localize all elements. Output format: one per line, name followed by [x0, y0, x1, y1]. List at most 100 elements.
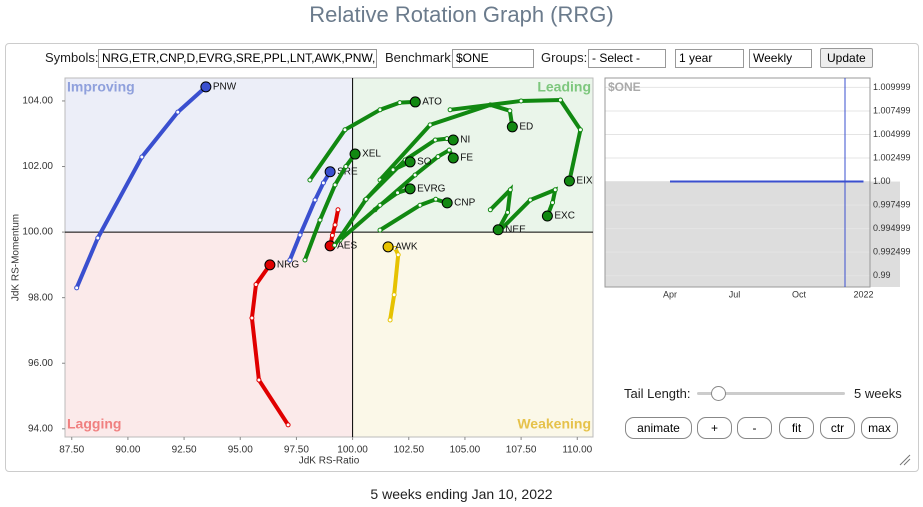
ticker-label: SRE [337, 166, 358, 177]
frequency-select[interactable]: Weekly [749, 49, 812, 68]
head-marker [200, 81, 212, 93]
resize-grip [899, 454, 911, 466]
control-button[interactable]: - [737, 417, 772, 439]
control-button[interactable]: max [861, 417, 898, 439]
tail-point [433, 196, 439, 202]
tail-point [297, 232, 303, 238]
period-select[interactable]: 1 year [675, 49, 744, 68]
ticker-label: PNW [213, 81, 237, 92]
benchmark-label: Benchmark: [385, 50, 455, 65]
x-tick-label: Jul [729, 289, 741, 299]
control-button[interactable]: ctr [820, 417, 855, 439]
tail-point [256, 377, 262, 383]
x-tick-label: 90.00 [115, 445, 140, 456]
page-title: Relative Rotation Graph (RRG) [309, 2, 614, 27]
y-tick-label: 1.00 [873, 176, 891, 186]
head-marker [324, 166, 336, 178]
tail-point [507, 108, 513, 114]
quadrant-lagging [65, 232, 353, 437]
plot-frame [604, 77, 871, 288]
tail-length-label: Tail Length: [624, 386, 691, 401]
tail-point [363, 196, 369, 202]
head-marker [492, 224, 504, 236]
y-axis-label: JdK RS-Momentum [11, 214, 22, 301]
y-tick-label: 1.007499 [873, 105, 911, 115]
x-tick-label: Oct [792, 289, 807, 299]
tail-point [505, 209, 511, 215]
x-tick-label: 2022 [853, 289, 873, 299]
tail-point [435, 154, 441, 160]
quadrant-label: Lagging [67, 416, 121, 432]
x-tick-label: 87.50 [59, 445, 84, 456]
tail-point [518, 98, 524, 104]
x-tick-label: 97.50 [284, 445, 309, 456]
tail-point [427, 122, 433, 128]
ticker-label: AWK [395, 241, 418, 252]
tail-point [312, 197, 318, 203]
head-marker [382, 241, 394, 253]
y-tick-label: 98.00 [28, 292, 53, 303]
tail-point [446, 147, 452, 153]
charts: Improving Leading Lagging Weakening 87.50 90.… [11, 77, 911, 467]
y-tick-label: 96.00 [28, 358, 53, 369]
y-tick-label: 0.992499 [873, 247, 911, 257]
y-tick-label: 94.00 [28, 423, 53, 434]
ticker-label: ED [519, 121, 533, 132]
tail-point [377, 107, 383, 113]
groups-select[interactable]: - Select - [588, 49, 666, 68]
x-tick-label: 107.50 [506, 445, 537, 456]
control-button[interactable]: fit [779, 417, 814, 439]
tail-point [387, 317, 393, 323]
y-tick-label: 0.99 [873, 270, 891, 280]
tail-slider[interactable] [697, 392, 845, 395]
ticker-label: AES [337, 241, 357, 252]
x-tick-label: 105.00 [450, 445, 481, 456]
tail-point [335, 207, 341, 213]
symbols-input[interactable]: NRG,ETR,CNP,D,EVRG,SRE,PPL,LNT,AWK,PNW, [98, 49, 377, 68]
ticker-label: NEE [505, 224, 526, 235]
ticker-label: FE [460, 153, 473, 164]
tail-point [412, 172, 418, 178]
quadrant-label: Leading [537, 79, 591, 95]
control-button[interactable]: animate [625, 417, 692, 439]
tail-point [95, 235, 101, 241]
control-button[interactable]: + [697, 417, 732, 439]
benchmark-input[interactable]: $ONE [452, 49, 534, 68]
x-axis-label: JdK RS-Ratio [299, 456, 360, 467]
y-tick-label: 102.00 [22, 161, 53, 172]
tail-point [332, 222, 338, 228]
tail-point [253, 282, 259, 288]
update-button[interactable]: Update [820, 48, 873, 68]
tail-point [557, 97, 563, 103]
ticker-label: EVRG [417, 183, 446, 194]
y-tick-label: 0.997499 [873, 199, 911, 209]
x-tick-label: Apr [663, 289, 677, 299]
tail-point [302, 257, 308, 263]
below-area [605, 181, 900, 287]
tail-point [395, 190, 401, 196]
y-tick-label: 1.002499 [873, 152, 911, 162]
ticker-label: NRG [277, 260, 299, 271]
tail-point [377, 202, 383, 208]
head-marker [563, 175, 575, 187]
head-marker [447, 134, 459, 146]
tail-point [332, 182, 338, 188]
tail-point [487, 207, 493, 213]
tail-point [395, 252, 401, 258]
tail [488, 184, 513, 232]
head-marker [541, 210, 553, 222]
tail-point [287, 257, 293, 263]
ticker-label: SO [417, 157, 432, 168]
tail-point [74, 285, 80, 291]
tail-point [342, 127, 348, 133]
ticker-label: ATO [422, 97, 442, 108]
head-marker [349, 148, 361, 160]
tail-length-value: 5 weeks [854, 386, 902, 401]
tail-point [417, 202, 423, 208]
footer: 5 weeks ending Jan 10, 2022 [370, 486, 553, 502]
quadrant-weakening [352, 232, 593, 437]
slider-handle[interactable] [711, 386, 726, 401]
y-tick-label: 0.994999 [873, 223, 911, 233]
tail [338, 186, 413, 242]
